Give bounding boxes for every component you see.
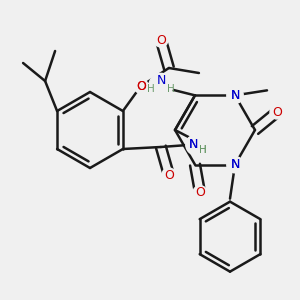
- Circle shape: [270, 105, 284, 119]
- Text: O: O: [136, 80, 146, 92]
- Text: N: N: [189, 137, 199, 151]
- Text: N: N: [230, 89, 240, 102]
- Text: H: H: [167, 84, 175, 94]
- Circle shape: [186, 136, 202, 152]
- Circle shape: [149, 74, 173, 98]
- Text: H: H: [199, 145, 207, 155]
- Circle shape: [134, 79, 148, 93]
- Circle shape: [154, 33, 168, 47]
- Text: N: N: [230, 158, 240, 171]
- Circle shape: [186, 135, 206, 155]
- Text: N: N: [230, 158, 240, 171]
- Circle shape: [193, 186, 207, 200]
- Circle shape: [162, 168, 176, 182]
- Circle shape: [227, 157, 243, 172]
- Text: N: N: [156, 74, 166, 87]
- Circle shape: [227, 87, 243, 104]
- Circle shape: [227, 157, 243, 172]
- Text: O: O: [272, 106, 282, 118]
- Text: H: H: [147, 84, 155, 94]
- Text: H: H: [199, 145, 207, 155]
- Text: N: N: [189, 137, 199, 151]
- Text: N: N: [230, 89, 240, 102]
- Circle shape: [227, 87, 243, 104]
- Text: O: O: [164, 169, 174, 182]
- Text: O: O: [136, 80, 146, 92]
- Text: O: O: [156, 34, 166, 46]
- Text: O: O: [195, 186, 205, 199]
- Circle shape: [134, 79, 148, 93]
